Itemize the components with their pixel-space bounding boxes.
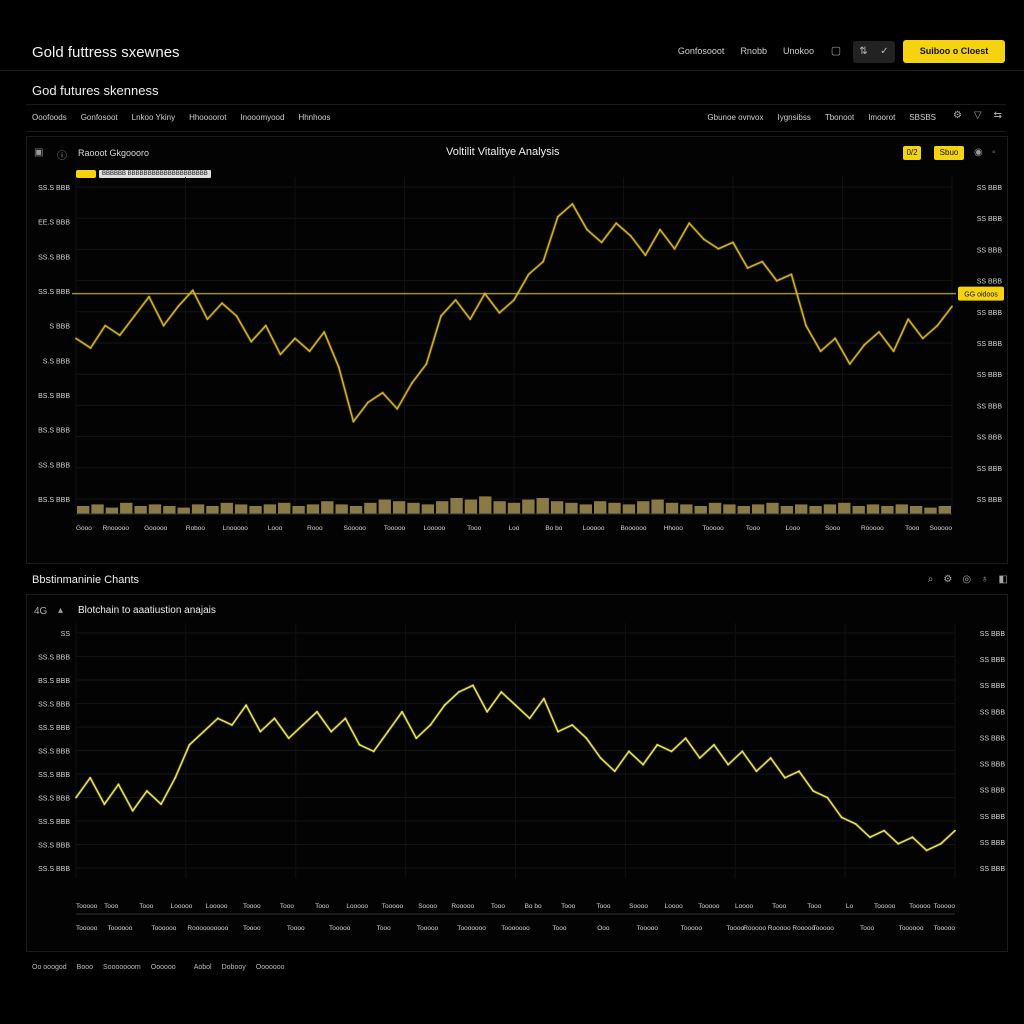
footer-item-7[interactable]: Ooooooo [255,964,285,971]
pin-icon[interactable]: ◦ [992,147,996,158]
subnav-tab-6[interactable]: Hhnhoos [298,113,331,122]
gear-icon[interactable]: ⚙ [943,574,953,585]
subnav-right-tabs: Gbunoe ovnvox Iygnsibss Tbonoot Imoorot … [707,113,936,122]
toggle-group[interactable]: ⇅ ✓ [853,41,895,63]
subnav-right-tab-4[interactable]: Imoorot [868,113,896,122]
volatility-chart-title: Voltilit Vitalitye Analysis [446,146,560,158]
top-link-1[interactable]: Gonfosooot [677,46,725,56]
legend-swatch [76,170,96,178]
chevron-icon[interactable]: ✓ [880,46,889,57]
grid-icon[interactable]: ▢ [830,45,842,57]
blockchain-panel [26,594,1008,952]
section-title: Bbstinmaninie Chants [32,574,140,586]
more-icon-2[interactable]: ◧ [998,574,1008,585]
subnav-right-tab-1[interactable]: Gbunoe ovnvox [707,113,764,122]
more-icon[interactable]: ⇆ [993,110,1002,121]
subnav-icons: ⚙ ▽ ⇆ [953,110,1002,121]
chevron-up-icon[interactable]: ▴ [58,605,64,616]
document-icon[interactable]: ▣ [34,147,44,158]
filter-icon[interactable]: ▽ [973,110,982,121]
footer: Oo ooogod Booo Sooooooom Oooooo Aobol Do… [32,964,285,971]
footer-item-2[interactable]: Booo [76,964,94,971]
app-title: Gold futtress sxewnes [32,44,180,61]
range-pill[interactable]: 0/2 [903,146,921,160]
legend: BBBBBB BBBBBBBBBBBBBBBBBBBB [76,170,211,178]
subnav-tab-2[interactable]: Gonfosoot [80,113,118,122]
mode-pill[interactable]: Sbuo [934,146,964,160]
cta-button[interactable]: Suiboo o Cloest [903,40,1005,63]
footer-item-5[interactable]: Aobol [193,964,212,971]
footer-item-3[interactable]: Sooooooom [103,964,141,971]
sub-navigation: Ooofoods Gonfosoot Lnkoo Ykiny Hhoooorot… [26,104,1006,132]
top-bar: Gold futtress sxewnes Gonfosooot Rnobb U… [0,0,1024,71]
screenshot-icon[interactable]: ◉ [974,147,983,158]
legend-text: BBBBBB BBBBBBBBBBBBBBBBBBBB [99,170,211,178]
footer-item-4[interactable]: Oooooo [150,964,176,971]
subnav-right-tab-5[interactable]: SBSBS [909,113,936,122]
subnav-tab-1[interactable]: Ooofoods [32,113,67,122]
footer-item-6[interactable]: Dobooy [221,964,246,971]
page-title: God futures skenness [32,83,159,98]
panel-label: Raooot Gkgoooro [78,148,150,158]
top-link-2[interactable]: Rnobb [740,46,767,56]
settings-icon[interactable]: ⚙ [952,110,962,121]
blockchain-chart-title: Blotchain to aaatiustion anajais [78,605,216,616]
top-links: Gonfosooot Rnobb Unokoo [678,46,814,56]
section-icons: ⌕ ⚙ ◎ ♁ ◧ [928,574,1008,585]
subnav-tab-3[interactable]: Lnkoo Ykiny [131,113,176,122]
screenshot-icon-2[interactable]: ◎ [962,574,972,585]
subnav-tab-4[interactable]: Hhoooorot [189,113,227,122]
subnav-left-tabs: Ooofoods Gonfosoot Lnkoo Ykiny Hhoooorot… [32,113,330,122]
volatility-panel [26,136,1008,564]
subnav-right-tab-3[interactable]: Tbonoot [824,113,855,122]
subnav-right-tab-2[interactable]: Iygnsibss [777,113,811,122]
footer-item-1[interactable]: Oo ooogod [32,964,67,971]
subnav-tab-5[interactable]: Inooomyood [240,113,285,122]
search-icon[interactable]: ⌕ [927,574,934,585]
info-icon[interactable]: ⓘ [57,151,67,162]
toggle-icon[interactable]: ⇅ [859,46,868,57]
panel-icon-text: 4G [34,606,48,617]
top-link-3[interactable]: Unokoo [782,46,814,56]
pin-icon-2[interactable]: ♁ [981,574,989,585]
